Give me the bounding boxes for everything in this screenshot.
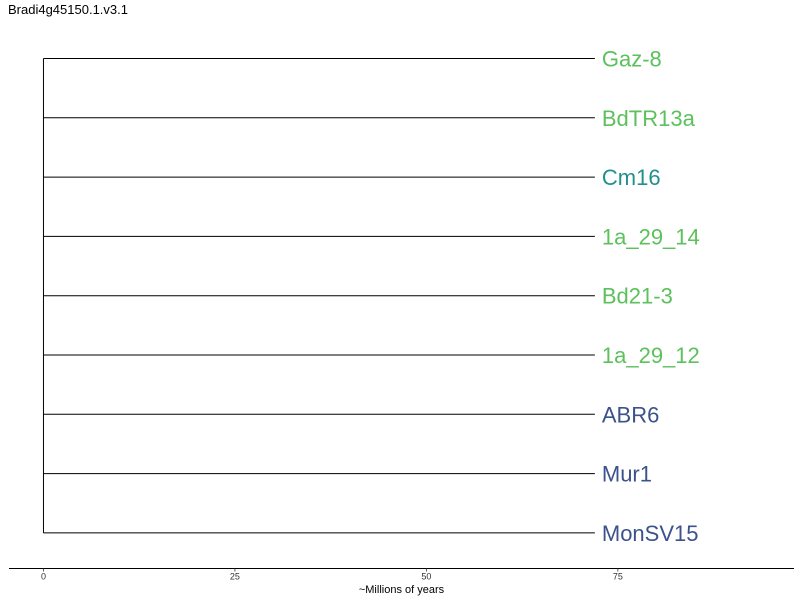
tip-label-1a_29_12: 1a_29_12 (602, 343, 700, 368)
tip-label-1a_29_14: 1a_29_14 (602, 224, 700, 249)
tip-label-Bd21-3: Bd21-3 (602, 284, 673, 309)
tip-label-Gaz-8: Gaz-8 (602, 47, 662, 72)
x-tick-label: 25 (230, 572, 240, 582)
tip-label-Cm16: Cm16 (602, 165, 661, 190)
tip-label-Mur1: Mur1 (602, 462, 652, 487)
x-tick-label: 75 (613, 572, 623, 582)
x-axis-title: ~Millions of years (359, 584, 445, 596)
chart-title: Bradi4g45150.1.v3.1 (8, 2, 128, 17)
tip-labels: Gaz-8 BdTR13a Cm16 1a_29_14 Bd21-3 1a_29_12 AB… (602, 47, 700, 546)
x-axis-ticks: 0 25 50 75 (41, 568, 623, 582)
tip-label-ABR6: ABR6 (602, 402, 659, 427)
tree-branches (42, 58, 595, 534)
tip-label-BdTR13a: BdTR13a (602, 106, 696, 131)
x-tick-label: 50 (421, 572, 431, 582)
x-tick-label: 0 (41, 572, 46, 582)
tip-label-MonSV15: MonSV15 (602, 521, 699, 546)
